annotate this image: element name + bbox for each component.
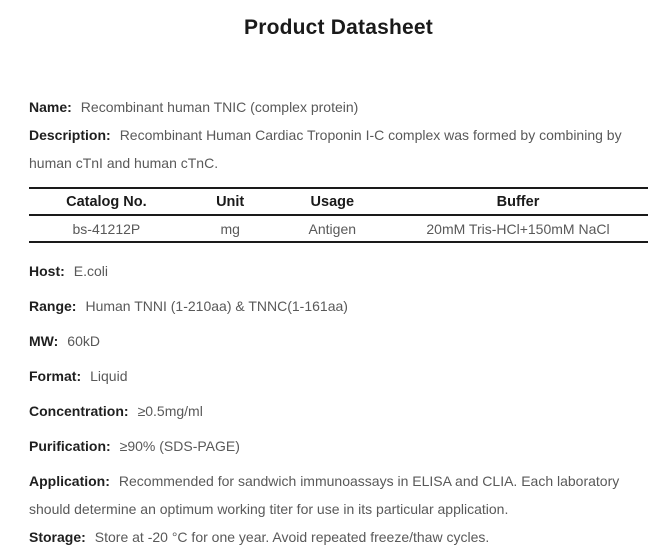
column-header-buffer: Buffer: [496, 193, 540, 210]
column-header-catalog: Catalog No.: [66, 193, 147, 210]
field-application-label: Application:: [29, 473, 110, 489]
field-range: Range: Human TNNI (1-210aa) & TNNC(1-161a…: [29, 292, 648, 320]
field-format-label: Format:: [29, 368, 82, 384]
field-application: Application: Recommended for sandwich imm…: [29, 467, 648, 523]
field-storage-value: Store at -20 °C for one year. Avoid repe…: [94, 529, 490, 545]
column-header-usage: Usage: [310, 193, 355, 210]
field-description: Description: Recombinant Human Cardiac Tr…: [29, 121, 648, 177]
field-name-value: Recombinant human TNIC (complex protein): [80, 99, 359, 115]
field-purification-label: Purification:: [29, 438, 111, 454]
cell-usage: Antigen: [308, 220, 357, 237]
field-format-value: Liquid: [90, 368, 128, 384]
field-concentration-label: Concentration:: [29, 403, 129, 419]
field-mw-label: MW:: [29, 333, 59, 349]
field-host-label: Host:: [29, 263, 65, 279]
field-purification-value: ≥90% (SDS-PAGE): [119, 438, 240, 454]
field-purification: Purification: ≥90% (SDS-PAGE): [29, 432, 648, 460]
field-application-value: Recommended for sandwich immunoassays in…: [29, 473, 620, 517]
product-spec-table: Catalog No. Unit Usage Buffer bs-41212P …: [29, 187, 648, 243]
field-description-value: Recombinant Human Cardiac Troponin I-C c…: [29, 127, 622, 171]
cell-unit: mg: [220, 220, 240, 237]
table-header-row: Catalog No. Unit Usage Buffer: [29, 188, 648, 215]
field-range-value: Human TNNI (1-210aa) & TNNC(1-161aa): [85, 298, 348, 314]
field-range-label: Range:: [29, 298, 77, 314]
table-row: bs-41212P mg Antigen 20mM Tris-HCl+150mM…: [29, 215, 648, 242]
field-format: Format: Liquid: [29, 362, 648, 390]
datasheet-content: Name: Recombinant human TNIC (complex pro…: [29, 93, 648, 551]
field-concentration: Concentration: ≥0.5mg/ml: [29, 397, 648, 425]
page-title: Product Datasheet: [244, 16, 433, 39]
cell-catalog-no: bs-41212P: [72, 220, 141, 237]
field-name-label: Name:: [29, 99, 72, 115]
field-name: Name: Recombinant human TNIC (complex pro…: [29, 93, 648, 121]
field-host: Host: E.coli: [29, 257, 648, 285]
field-storage-label: Storage:: [29, 529, 86, 545]
cell-buffer: 20mM Tris-HCl+150mM NaCl: [426, 220, 610, 237]
field-host-value: E.coli: [73, 263, 109, 279]
field-storage: Storage: Store at -20 °C for one year. Av…: [29, 523, 648, 551]
field-concentration-value: ≥0.5mg/ml: [137, 403, 203, 419]
field-mw-value: 60kD: [67, 333, 100, 349]
column-header-unit: Unit: [216, 193, 245, 210]
field-mw: MW: 60kD: [29, 327, 648, 355]
field-description-label: Description:: [29, 127, 111, 143]
